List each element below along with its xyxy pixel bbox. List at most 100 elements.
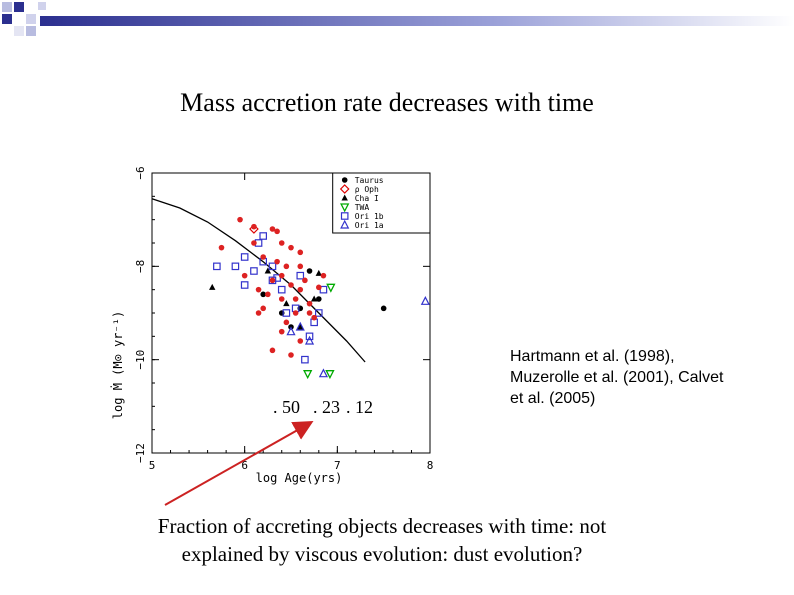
y-tick-label: −10: [134, 350, 147, 370]
data-point: [282, 309, 291, 317]
caption-line-2: explained by viscous evolution: dust evo…: [181, 542, 583, 566]
data-point: [297, 263, 304, 270]
credit-line-3: et al. (2005): [510, 390, 596, 407]
data-point: [286, 326, 296, 336]
data-point: [268, 276, 277, 285]
caption-line-1: Fraction of accreting objects decreases …: [157, 514, 607, 538]
data-point: [326, 283, 336, 293]
data-point: [288, 244, 294, 251]
y-axis-label: log Ṁ (M⊙ yr⁻¹): [110, 311, 125, 419]
data-point: [237, 216, 243, 223]
deco-square-3: [2, 14, 12, 24]
data-point: [265, 291, 271, 298]
credit-line-2: Muzerolle et al. (2001), Calvet: [510, 369, 724, 386]
data-point: [251, 223, 257, 230]
data-point: [268, 262, 277, 271]
data-point: [274, 228, 280, 235]
data-point: [260, 305, 266, 312]
data-point: [340, 219, 350, 229]
credit-line-1: Hartmann et al. (1998),: [510, 348, 675, 365]
y-tick-label: −12: [134, 443, 147, 463]
data-point: [231, 262, 240, 271]
data-point: [316, 296, 322, 302]
deco-square-6: [14, 26, 24, 36]
data-point: [380, 305, 387, 312]
fraction-label-3: . 12: [346, 397, 373, 417]
data-point: [218, 244, 225, 251]
data-point: [288, 352, 294, 358]
deco-square-7: [38, 2, 46, 10]
deco-square-1: [2, 2, 12, 12]
data-point: [297, 338, 304, 344]
data-point: [264, 267, 272, 274]
data-point: [260, 254, 266, 260]
data-point: [240, 253, 249, 261]
data-point: [341, 194, 348, 201]
deco-square-4: [26, 14, 36, 24]
data-point: [306, 268, 313, 274]
data-point: [250, 267, 258, 275]
legend-label: Ori 1a: [355, 221, 384, 230]
data-point: [292, 310, 299, 316]
data-point: [277, 285, 286, 294]
plot-axes: 5 6 7 8 −6 −8 −10 −12: [134, 166, 433, 472]
data-point: [213, 262, 221, 271]
legend-label: Cha I: [355, 194, 379, 203]
data-point: [297, 323, 304, 330]
data-point: [259, 232, 268, 240]
data-point: [269, 347, 276, 354]
data-point: [297, 249, 304, 256]
x-tick-label: 6: [241, 459, 248, 472]
data-point: [306, 300, 313, 307]
data-point: [297, 286, 304, 293]
data-points: [209, 216, 430, 380]
data-point: [209, 283, 216, 290]
y-tick-label: −6: [134, 166, 147, 179]
data-point: [278, 328, 285, 335]
data-point: [278, 240, 285, 246]
data-point: [420, 296, 430, 305]
data-point: [240, 281, 249, 289]
data-point: [296, 271, 305, 280]
data-point: [316, 284, 322, 291]
data-point: [260, 291, 266, 298]
data-point: [255, 310, 262, 316]
slide-caption: Fraction of accreting objects decreases …: [0, 512, 764, 568]
data-point: [283, 263, 290, 270]
pointer-arrow: [164, 421, 314, 506]
legend-label: Ori 1b: [355, 212, 384, 221]
legend-label: Taurus: [355, 176, 384, 185]
data-point: [311, 314, 317, 321]
data-point: [255, 286, 262, 293]
slide-title: Mass accretion rate decreases with time: [180, 88, 594, 117]
x-tick-label: 7: [334, 459, 341, 472]
data-point: [341, 177, 348, 183]
fraction-label-1: . 50: [273, 397, 300, 417]
data-point: [318, 368, 329, 378]
legend-label: ρ Oph: [355, 185, 379, 194]
model-curve: [151, 198, 366, 363]
data-point: [292, 296, 299, 302]
data-point: [303, 370, 313, 380]
data-point: [320, 272, 327, 279]
data-point: [340, 212, 349, 220]
data-point: [278, 272, 285, 279]
data-point: [249, 224, 259, 234]
deco-square-2: [14, 2, 24, 12]
data-point: [251, 240, 257, 246]
data-point: [283, 300, 290, 307]
deco-square-5: [26, 26, 36, 36]
data-point: [315, 269, 322, 276]
data-point: [278, 296, 285, 302]
data-point: [310, 295, 318, 302]
legend-label: TWA: [355, 203, 370, 212]
legend-box: [332, 172, 431, 234]
data-point: [269, 277, 276, 284]
data-point: [283, 319, 290, 326]
data-point: [325, 370, 335, 380]
data-point: [340, 203, 350, 213]
data-point: [304, 335, 315, 345]
